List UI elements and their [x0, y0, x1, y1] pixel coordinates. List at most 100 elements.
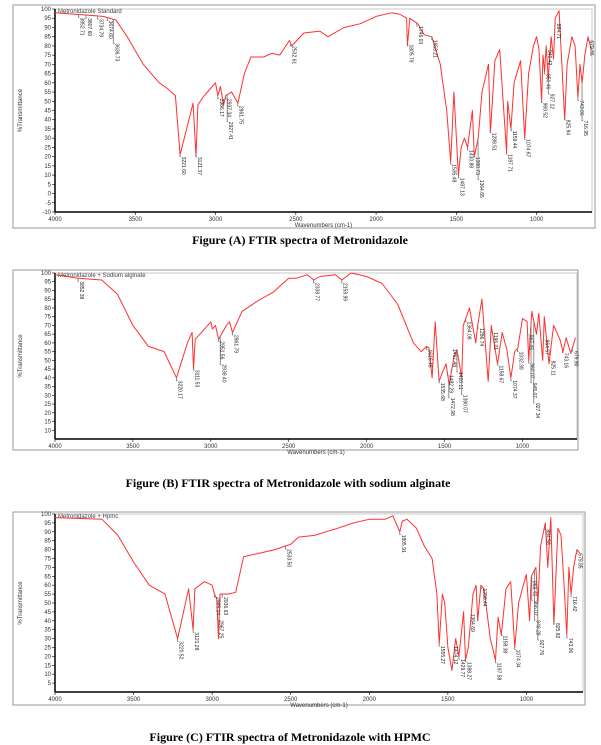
peak-marker: [577, 97, 579, 101]
peak-label: 1187.71: [507, 154, 513, 172]
y-tick-label: 85: [44, 539, 51, 545]
peak-marker: [97, 15, 99, 20]
peak-marker: [510, 127, 513, 132]
y-tick-label: 30: [44, 136, 51, 142]
peak-label: 2985.14: [215, 597, 221, 615]
peak-label: 3636.73: [113, 43, 119, 61]
peak-marker: [112, 19, 115, 44]
peak-label: 2939.40: [220, 364, 226, 382]
peak-label: 3220.52: [178, 641, 184, 659]
peak-label: 2339.77: [314, 283, 320, 301]
peak-marker: [456, 349, 459, 373]
peak-marker: [451, 667, 453, 671]
x-tick-label: 4000: [48, 217, 62, 223]
peak-marker: [458, 174, 460, 179]
peak-marker: [587, 37, 590, 41]
y-tick-label: 55: [44, 350, 51, 356]
peak-marker: [426, 346, 428, 350]
peak-marker: [477, 325, 479, 329]
peak-label: 3734.79: [98, 19, 104, 37]
peak-label: 1197.58: [495, 663, 501, 681]
y-tick-label: 90: [44, 530, 51, 536]
x-axis-label: Wavenumbers (cm-1): [295, 223, 352, 229]
x-tick-label: 3000: [204, 444, 218, 450]
peak-marker: [450, 369, 453, 374]
y-tick-label: 35: [44, 385, 51, 391]
y-tick-label: 35: [44, 127, 51, 133]
peak-marker: [225, 95, 227, 100]
x-tick-label: 3500: [127, 697, 141, 703]
y-tick-label: 40: [44, 619, 51, 625]
peak-marker: [237, 102, 239, 107]
panel-frame: [12, 269, 579, 451]
peak-marker: [571, 348, 574, 352]
peak-marker: [446, 371, 449, 376]
peak-label: 1364.65: [478, 180, 484, 198]
peak-label: 884.58: [545, 529, 551, 545]
peak-label: 1364.69: [469, 614, 475, 632]
peak-label: 716.42: [571, 596, 577, 612]
peak-marker: [517, 348, 519, 352]
peak-marker: [524, 136, 526, 140]
peak-marker: [217, 338, 220, 342]
x-tick-label: 4000: [48, 444, 62, 450]
peak-marker: [553, 619, 555, 624]
y-tick-label: 30: [44, 637, 51, 643]
peak-marker: [193, 366, 195, 371]
peak-label: 2861.75: [238, 106, 244, 124]
x-tick-label: 1000: [520, 697, 534, 703]
y-tick-label: 100: [41, 512, 52, 518]
y-tick-label: 80: [44, 306, 51, 312]
peak-label: 679.86: [588, 40, 594, 56]
peak-marker: [438, 643, 441, 647]
peak-marker: [489, 129, 492, 134]
peak-marker: [564, 116, 566, 121]
y-tick-label: 15: [44, 420, 51, 426]
y-tick-label: 25: [44, 646, 51, 652]
peak-label: 2533.50: [285, 549, 291, 567]
y-tick-label: 70: [44, 323, 51, 329]
y-tick-label: 65: [44, 574, 51, 580]
peak-label: 3674.60: [107, 21, 113, 39]
peak-label: 1286.74: [478, 328, 484, 346]
peak-label: 1746.03: [417, 26, 423, 44]
peak-marker: [477, 138, 480, 181]
peak-marker: [533, 570, 536, 621]
peak-marker: [554, 20, 557, 25]
peak-label: 3121.37: [196, 157, 202, 175]
y-tick-label: 25: [44, 402, 51, 408]
y-tick-label: 95: [44, 16, 51, 22]
peak-label: 679.90: [572, 351, 578, 367]
x-axis-label: Wavenumbers (cm-1): [290, 703, 347, 709]
peak-label: 2986.17: [218, 99, 224, 117]
peak-label: 1474.12: [452, 646, 458, 664]
peak-label: 1616.46: [426, 350, 432, 368]
peak-marker: [221, 594, 224, 598]
x-axis-label: Wavenumbers (cm-1): [287, 450, 344, 456]
peak-label: 825.11: [550, 361, 556, 376]
peak-label: 927.76: [538, 640, 544, 656]
peak-marker: [216, 610, 219, 621]
x-tick-label: 1000: [530, 217, 544, 223]
y-tick-label: 80: [44, 548, 51, 554]
x-tick-label: 2500: [282, 444, 296, 450]
panel-c: 5 10 15 20 25 30 35 40 45 50 55 60 65 70 75 80 85 90 95 100…: [12, 511, 586, 709]
peak-label: 1457.48: [451, 349, 457, 367]
peak-marker: [473, 153, 476, 158]
peak-label: 884.71: [555, 24, 561, 40]
peak-marker: [431, 36, 433, 41]
y-tick-label: 10: [44, 173, 51, 179]
peak-label: 1158.38: [502, 636, 508, 654]
peak-label: 2861.79: [232, 335, 238, 353]
peak-marker: [285, 546, 287, 550]
peak-marker: [177, 638, 179, 642]
panel-b: 10 15 20 25 30 35 40 45 50 55 60 65 70 75 80 85 90 95 100 4…: [12, 269, 579, 456]
y-tick-label: 45: [44, 109, 51, 115]
x-tick-label: 3500: [129, 217, 143, 223]
peak-marker: [528, 360, 530, 364]
x-tick-label: 2000: [369, 217, 383, 223]
peak-marker: [531, 575, 533, 601]
peak-marker: [448, 381, 450, 399]
y-tick-label: 20: [44, 654, 51, 660]
